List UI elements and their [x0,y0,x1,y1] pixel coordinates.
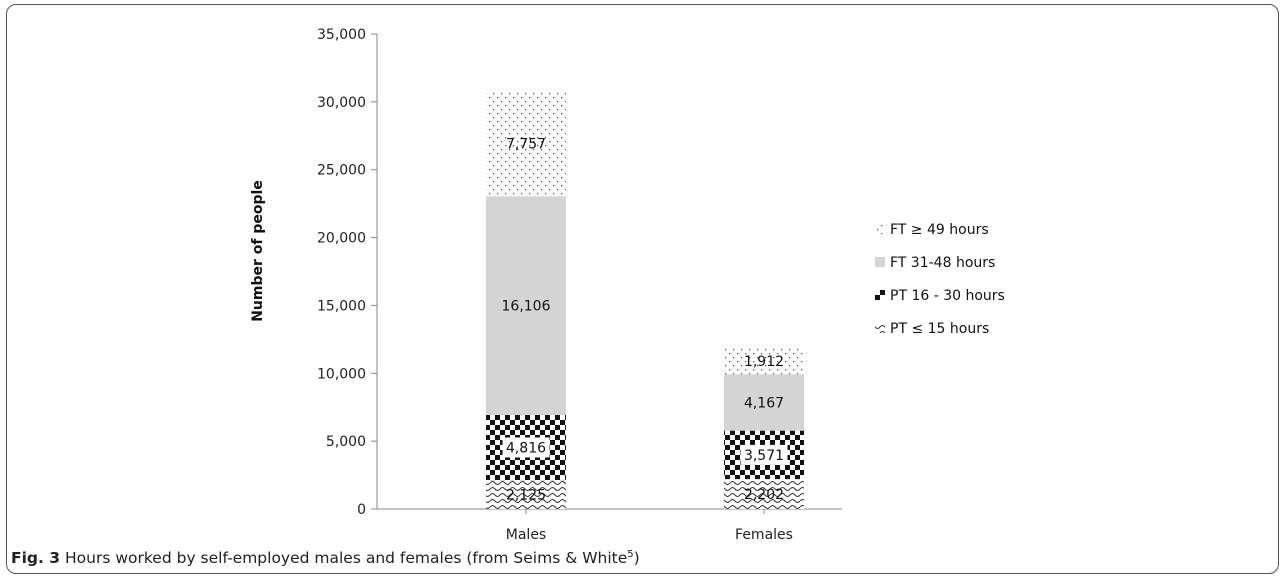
bar-segment [724,479,804,509]
legend-label: PT 16 - 30 hours [890,288,1005,304]
y-tick-label: 30,000 [317,95,366,111]
data-label: 16,106 [502,299,551,315]
legend-swatch [875,257,885,267]
data-label: 7,757 [506,137,546,153]
y-tick-label: 0 [357,502,366,518]
legend-label: PT ≤ 15 hours [890,321,989,337]
y-tick-label: 25,000 [317,163,366,179]
bar-segment [486,90,566,197]
caption-text: Hours worked by self-employed males and … [60,549,628,568]
bar-segment [486,196,566,415]
figure-caption: Fig. 3 Hours worked by self-employed mal… [11,549,640,567]
y-tick-label: 5,000 [326,434,366,450]
bar-segment [486,480,566,509]
data-label-bg [502,437,550,458]
data-label: 4,167 [744,395,784,411]
legend-label: FT ≥ 49 hours [890,222,989,238]
legend-swatch [875,290,885,300]
bar-segment [724,348,804,375]
y-tick-label: 35,000 [317,27,366,43]
caption-ref: 5 [627,549,634,560]
data-label: 2,125 [506,488,546,504]
y-tick-label: 15,000 [317,298,366,314]
bar-segment [724,374,804,431]
y-tick-label: 20,000 [317,231,366,247]
legend-swatch [875,224,885,234]
data-label: 1,912 [744,354,784,370]
x-tick-label: Females [735,527,793,543]
legend-swatch [875,323,885,333]
caption-label: Fig. 3 [11,549,61,568]
y-tick-label: 10,000 [317,366,366,382]
x-tick-label: Males [506,527,546,543]
stacked-bar-chart: 0 5,000 10,000 15,000 20,000 25,000 30,000 35,0… [250,27,1005,543]
caption-close: ) [633,549,640,568]
data-label: 4,816 [506,440,546,456]
data-label: 3,571 [744,448,784,464]
figure-frame [6,4,1279,574]
data-label: 2,202 [744,487,784,503]
y-axis-title: Number of people [250,180,266,322]
data-label-bg [740,444,788,465]
legend-label: FT 31-48 hours [890,255,995,271]
